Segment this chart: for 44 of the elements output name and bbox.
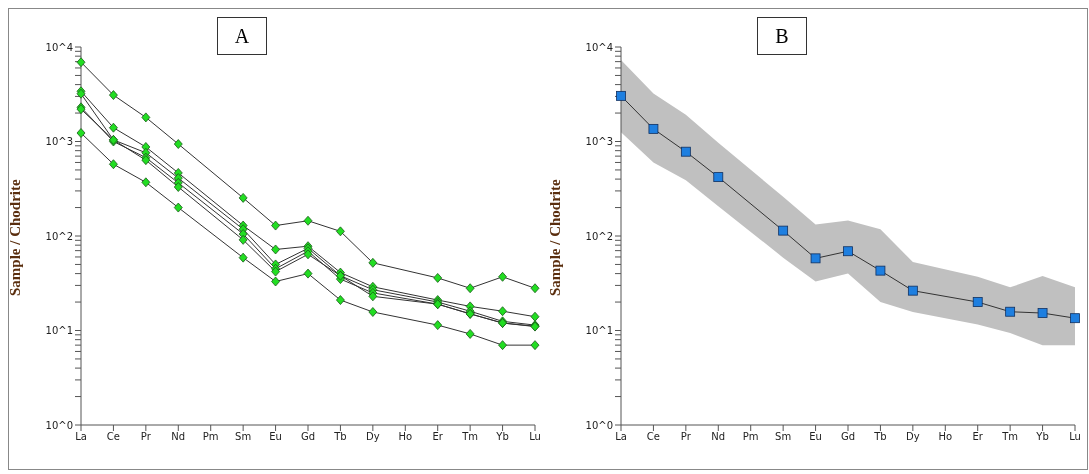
x-tick-label: Yb bbox=[1035, 431, 1049, 443]
y-tick-label: 10^2 bbox=[585, 230, 613, 242]
y-tick-label: 10^1 bbox=[45, 325, 73, 337]
x-tick-label: Tb bbox=[873, 431, 887, 443]
y-tick-label: 10^1 bbox=[585, 325, 613, 337]
x-tick-label: Ho bbox=[398, 431, 413, 443]
x-tick-label: Er bbox=[972, 431, 984, 443]
x-tick-label: Pm bbox=[742, 431, 759, 443]
x-tick-label: Dy bbox=[906, 431, 920, 443]
x-tick-label: Tm bbox=[461, 431, 479, 443]
x-tick-label: Pr bbox=[140, 431, 152, 443]
y-tick-label: 10^4 bbox=[585, 41, 613, 53]
y-axis-title: Sample / Chodrite bbox=[7, 178, 24, 296]
x-tick-label: Eu bbox=[809, 431, 822, 443]
x-tick-label: Pr bbox=[680, 431, 692, 443]
text: A bbox=[217, 17, 267, 55]
x-tick-label: Lu bbox=[1069, 431, 1081, 443]
x-tick-label: Pm bbox=[202, 431, 219, 443]
y-tick-label: 10^0 bbox=[585, 419, 613, 431]
y-tick-label: 10^0 bbox=[45, 419, 73, 431]
x-tick-label: Gd bbox=[840, 431, 856, 443]
x-tick-label: Tm bbox=[1001, 431, 1019, 443]
x-tick-label: La bbox=[615, 431, 627, 443]
x-tick-label: Lu bbox=[529, 431, 541, 443]
x-tick-label: Ho bbox=[938, 431, 953, 443]
x-tick-label: Yb bbox=[495, 431, 509, 443]
x-tick-label: Er bbox=[432, 431, 444, 443]
x-tick-label: Gd bbox=[300, 431, 316, 443]
x-tick-label: Sm bbox=[775, 431, 792, 443]
text: B bbox=[757, 17, 807, 55]
x-tick-label: La bbox=[75, 431, 87, 443]
x-tick-label: Nd bbox=[171, 431, 186, 443]
y-tick-label: 10^2 bbox=[45, 230, 73, 242]
x-tick-label: Tb bbox=[333, 431, 347, 443]
x-tick-label: Sm bbox=[235, 431, 252, 443]
y-tick-label: 10^3 bbox=[585, 136, 613, 148]
x-tick-label: Nd bbox=[711, 431, 726, 443]
x-tick-label: Eu bbox=[269, 431, 282, 443]
x-tick-label: Ce bbox=[646, 431, 660, 443]
x-tick-label: Dy bbox=[366, 431, 380, 443]
x-tick-label: Ce bbox=[106, 431, 120, 443]
y-axis-title: Sample / Chodrite bbox=[547, 178, 564, 296]
y-tick-label: 10^3 bbox=[45, 136, 73, 148]
y-tick-label: 10^4 bbox=[45, 41, 73, 53]
